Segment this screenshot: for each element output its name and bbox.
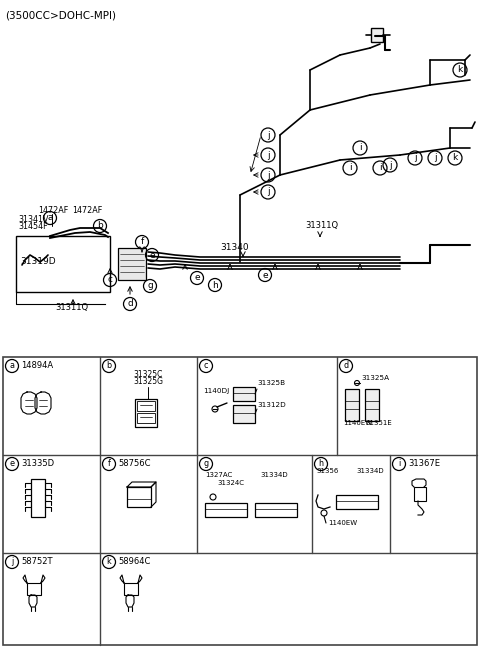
Text: 31335D: 31335D: [21, 459, 54, 469]
Text: 31341V: 31341V: [18, 215, 48, 224]
Text: 31319D: 31319D: [20, 256, 56, 265]
Text: 1140EW: 1140EW: [343, 420, 372, 426]
Text: (3500CC>DOHC-MPI): (3500CC>DOHC-MPI): [5, 11, 116, 21]
Text: j: j: [434, 154, 436, 162]
Bar: [124, 583, 138, 595]
Text: k: k: [457, 66, 463, 75]
Text: j: j: [389, 160, 391, 169]
Bar: [31, 479, 45, 517]
Text: 31311Q: 31311Q: [305, 221, 338, 230]
Bar: [135, 399, 157, 427]
Text: d: d: [127, 299, 133, 308]
Bar: [345, 389, 359, 421]
Text: 1327AC: 1327AC: [205, 472, 232, 478]
Text: 31454F: 31454F: [18, 222, 48, 231]
Text: 1140EW: 1140EW: [328, 520, 357, 526]
Text: 1472AF: 1472AF: [38, 206, 68, 215]
Bar: [255, 503, 297, 517]
Text: 58964C: 58964C: [118, 557, 150, 567]
Text: k: k: [107, 557, 111, 567]
Text: e: e: [149, 251, 155, 260]
Text: j: j: [414, 154, 416, 162]
Text: 31325B: 31325B: [257, 380, 285, 386]
Text: 31340: 31340: [220, 243, 249, 252]
Text: i: i: [348, 164, 351, 173]
Text: j: j: [11, 557, 13, 567]
Text: b: b: [97, 221, 103, 230]
Text: c: c: [108, 275, 112, 284]
Text: a: a: [10, 361, 14, 371]
Text: 31334D: 31334D: [356, 468, 384, 474]
Bar: [233, 387, 255, 401]
Text: c: c: [204, 361, 208, 371]
Text: 14894A: 14894A: [21, 361, 53, 371]
Text: i: i: [398, 459, 400, 469]
Text: a: a: [47, 214, 53, 223]
Bar: [205, 503, 247, 517]
Text: k: k: [452, 154, 457, 162]
Text: e: e: [10, 459, 14, 469]
Bar: [3, 357, 477, 645]
Text: j: j: [267, 171, 269, 180]
Text: 31334D: 31334D: [260, 472, 288, 478]
Bar: [118, 248, 146, 280]
Text: e: e: [194, 273, 200, 282]
Bar: [371, 28, 383, 42]
Text: j: j: [267, 188, 269, 197]
Bar: [16, 236, 110, 292]
Text: g: g: [204, 459, 209, 469]
Bar: [137, 413, 155, 423]
Text: 31356: 31356: [316, 468, 338, 474]
Text: b: b: [107, 361, 111, 371]
Text: 1472AF: 1472AF: [72, 206, 102, 215]
Text: 1140DJ: 1140DJ: [203, 388, 229, 394]
Text: 31311Q: 31311Q: [55, 303, 88, 312]
Text: d: d: [343, 361, 348, 371]
Bar: [27, 583, 41, 595]
Text: 31325C: 31325C: [133, 370, 163, 379]
Text: h: h: [319, 459, 324, 469]
Bar: [233, 405, 255, 423]
Text: 58756C: 58756C: [118, 459, 151, 469]
Bar: [127, 487, 151, 507]
Text: j: j: [267, 130, 269, 140]
Text: 31325G: 31325G: [133, 377, 163, 386]
Text: 31367E: 31367E: [408, 459, 440, 469]
Bar: [336, 495, 378, 509]
Text: f: f: [108, 459, 110, 469]
Text: f: f: [140, 238, 144, 247]
Text: e: e: [262, 271, 268, 280]
Text: 31312D: 31312D: [257, 402, 286, 408]
Text: 31325A: 31325A: [361, 375, 389, 381]
Text: j: j: [267, 151, 269, 160]
Bar: [365, 389, 379, 421]
Text: h: h: [212, 280, 218, 289]
Bar: [414, 487, 426, 501]
Text: 58752T: 58752T: [21, 557, 52, 567]
Text: i: i: [379, 164, 381, 173]
Text: 31324C: 31324C: [217, 480, 244, 486]
Text: i: i: [359, 143, 361, 153]
Bar: [137, 401, 155, 411]
Text: 31351E: 31351E: [365, 420, 392, 426]
Text: g: g: [147, 282, 153, 291]
